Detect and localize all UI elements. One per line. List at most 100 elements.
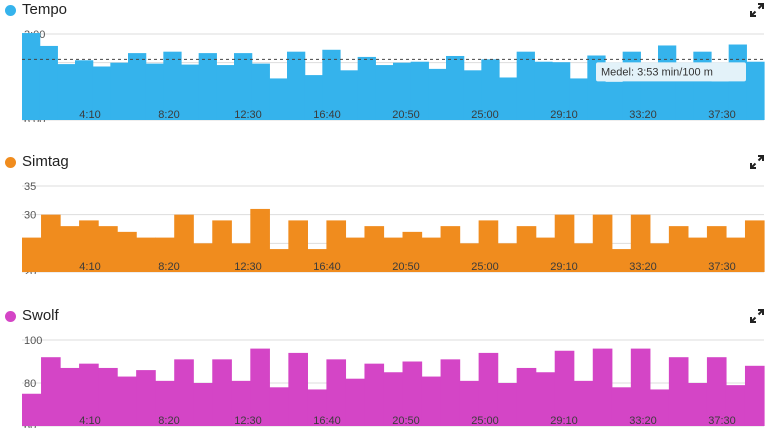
bar [22,33,41,120]
bar [706,226,727,272]
bar [364,363,385,426]
tempo-header: Tempo [0,0,772,22]
expand-arrows-icon[interactable] [750,309,764,323]
x-tick-label: 12:30 [234,261,262,273]
bar [649,243,670,272]
simtag-chart: 202530354:108:2012:3016:4020:5025:0029:1… [22,181,765,274]
bar [706,357,727,426]
tempo-title: Tempo [22,1,68,18]
bar [383,372,404,426]
bar [231,243,251,272]
bar [535,372,556,426]
bar [675,76,694,120]
bar [687,383,708,426]
bar [711,81,730,120]
swolf-title: Swolf [22,307,59,324]
bar [98,226,118,272]
bar [92,66,111,120]
bar [198,53,217,120]
bar [212,359,232,426]
swolf-legend-dot [5,311,16,322]
bar [421,237,442,272]
bar [440,226,461,272]
x-tick-label: 33:20 [629,415,657,427]
bar [497,383,518,426]
bar [288,352,308,426]
bar [592,348,613,426]
x-tick-label: 4:10 [79,415,100,427]
bar [145,63,164,120]
bar [128,53,147,120]
simtag-panel: Simtag 202530354:108:2012:3016:4020:5025… [0,152,772,280]
bar [136,370,156,426]
x-tick-label: 37:30 [708,261,736,273]
bar [725,237,746,272]
bar [60,367,80,426]
bar [193,383,213,426]
bar [287,51,306,120]
bar [516,367,537,426]
bar [421,376,442,426]
y-tick-label: 100 [24,335,42,347]
bar [630,348,651,426]
x-tick-label: 12:30 [234,109,262,121]
bar [410,61,429,120]
bar [478,352,499,426]
bar [307,249,328,272]
bar [326,359,347,426]
x-tick-label: 29:10 [550,261,578,273]
y-tick-label: 30 [24,210,36,222]
bar [234,53,253,120]
bar [554,214,575,272]
bar [516,51,535,120]
bar [364,226,385,272]
bar [383,237,404,272]
bar [110,62,129,120]
bar [446,55,465,121]
bar [304,75,323,120]
bar [649,389,670,426]
simtag-legend-dot [5,157,16,168]
bar [552,62,571,120]
bar [345,378,366,426]
bar [345,237,366,272]
bar [428,68,447,120]
expand-arrows-icon[interactable] [750,155,764,169]
x-tick-label: 37:30 [708,415,736,427]
tempo-legend-dot [5,5,16,16]
bar [459,380,480,426]
bar [554,350,575,426]
bar [212,220,232,272]
bar [658,45,677,120]
swolf-header: Swolf [0,306,772,328]
bar [250,208,270,272]
simtag-title: Simtag [22,153,69,170]
bar [174,359,194,426]
bar [136,237,156,272]
bar [155,237,175,272]
bar [535,237,556,272]
bar [269,78,288,120]
bar [181,64,200,120]
bar [478,220,499,272]
expand-arrows-icon[interactable] [750,3,764,17]
y-tick-label: 35 [24,181,36,193]
x-tick-label: 29:10 [550,415,578,427]
bar [57,64,76,120]
bar [744,365,765,426]
bar [516,226,537,272]
y-tick-label: 80 [24,378,36,390]
bar [725,385,746,426]
x-tick-label: 20:50 [392,415,420,427]
bar [307,389,328,426]
bar [60,226,80,272]
swolf-chart: 60801004:108:2012:3016:4020:5025:0029:10… [22,335,765,428]
bar [41,357,61,426]
bar [640,79,659,120]
bar [163,51,182,120]
bar [75,60,94,120]
x-tick-label: 25:00 [471,415,499,427]
bar [393,62,412,120]
bar [592,214,613,272]
bar [744,220,765,272]
